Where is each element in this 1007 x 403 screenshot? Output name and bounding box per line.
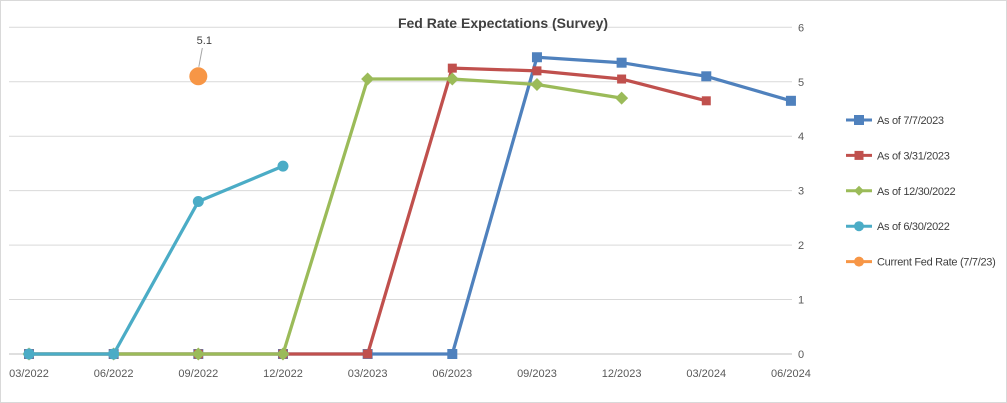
data-point-marker[interactable] [192,196,204,208]
y-axis-tick-label: 3 [798,186,804,198]
legend-marker[interactable] [854,221,864,232]
x-axis-tick-label: 09/2022 [178,368,218,380]
data-point-marker[interactable] [445,72,459,86]
y-axis-tick-label: 4 [798,131,804,143]
series-as-of-6-30-2022[interactable] [23,160,289,360]
series-line[interactable] [27,77,624,356]
legend-label: Current Fed Rate (7/7/23) [877,257,995,269]
data-point-marker[interactable] [785,95,796,106]
legend-label: As of 3/31/2023 [877,150,950,162]
data-point-marker[interactable] [361,72,375,86]
x-axis-tick-label: 06/2023 [432,368,472,380]
data-point-marker[interactable] [447,349,458,359]
data-point-marker[interactable] [532,66,542,76]
y-axis-tick-label: 6 [798,22,804,34]
plot-area: 0 1 2 3 4 5 6 03/2022 06/2022 09/2022 12/2022 03/20… [9,22,811,380]
series-line[interactable] [27,164,285,356]
data-point-marker[interactable] [701,96,711,106]
legend-item-current-fed-rate-7-7-23[interactable]: Current Fed Rate (7/7/23) [846,256,996,269]
x-axis-tick-label: 12/2023 [602,368,642,380]
legend-item-as-of-3-31-2023[interactable]: As of 3/31/2023 [846,150,950,162]
y-axis-tick-label: 2 [798,240,804,252]
legend-item-as-of-12-30-2022[interactable]: As of 12/30/2022 [846,185,956,198]
y-axis-tick-label: 5 [798,77,804,89]
data-point-marker[interactable] [530,77,544,91]
y-axis-tick-label: 1 [798,295,804,307]
data-point-marker[interactable] [447,63,457,73]
data-point-marker[interactable] [617,74,627,84]
data-point-marker[interactable] [531,52,542,63]
x-axis-tick-label: 06/2024 [771,368,811,380]
legend-marker[interactable] [854,150,864,160]
data-point-marker[interactable] [191,347,205,361]
x-axis-tick-label: 03/2022 [9,368,49,380]
data-point-marker[interactable] [277,160,289,172]
legend-marker[interactable] [854,115,864,125]
data-point-marker[interactable] [276,347,290,361]
data-point-marker[interactable] [189,67,208,86]
data-label-current-rate: 5.1 [197,35,212,47]
legend-marker[interactable] [854,256,864,267]
legend-label: As of 7/7/2023 [877,115,944,127]
legend-item-as-of-7-7-2023[interactable]: As of 7/7/2023 [846,115,944,127]
series-line[interactable] [27,66,708,356]
data-point-marker[interactable] [363,349,373,359]
series-as-of-12-30-2022[interactable] [22,72,629,361]
legend-marker[interactable] [854,185,864,196]
legend-label: As of 6/30/2022 [877,221,950,233]
data-point-marker[interactable] [615,91,629,105]
data-point-marker[interactable] [23,348,35,360]
y-axis-tick-label: 0 [798,349,804,361]
x-axis-tick-label: 03/2024 [686,368,726,380]
legend-item-as-of-6-30-2022[interactable]: As of 6/30/2022 [846,221,950,233]
x-axis-tick-label: 12/2022 [263,368,303,380]
x-axis-tick-label: 09/2023 [517,368,557,380]
series-as-of-3-31-2023[interactable] [24,63,711,359]
legend-label: As of 12/30/2022 [877,186,956,198]
legend: As of 7/7/2023 As of 3/31/2023 As of 12/30… [846,115,996,269]
data-point-marker[interactable] [108,348,120,360]
data-label-leader-line [198,47,203,67]
chart-title: Fed Rate Expectations (Survey) [398,15,608,31]
x-axis-tick-label: 03/2023 [348,368,388,380]
data-point-marker[interactable] [616,57,627,68]
series-current-fed-rate-7-7-23[interactable] [189,67,208,86]
data-point-marker[interactable] [701,71,712,82]
x-axis-tick-label: 06/2022 [94,368,134,380]
